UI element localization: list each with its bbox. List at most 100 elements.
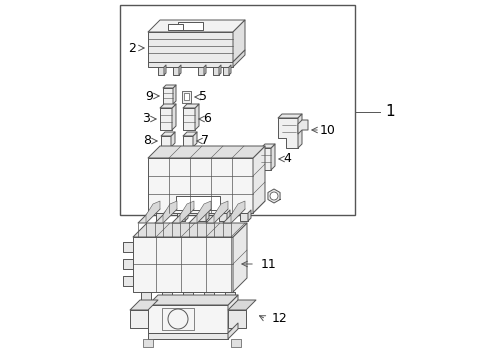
Polygon shape (179, 65, 181, 75)
Polygon shape (297, 120, 307, 134)
Polygon shape (214, 201, 227, 223)
Polygon shape (177, 213, 184, 221)
Polygon shape (267, 189, 280, 203)
Polygon shape (160, 104, 176, 108)
Polygon shape (163, 85, 176, 88)
Polygon shape (161, 132, 175, 136)
Polygon shape (148, 158, 252, 213)
Polygon shape (148, 295, 238, 305)
Text: 1: 1 (384, 104, 394, 120)
Polygon shape (163, 88, 173, 104)
Polygon shape (278, 114, 302, 118)
Text: 2: 2 (128, 41, 136, 54)
Polygon shape (148, 32, 232, 62)
Polygon shape (163, 201, 177, 223)
Polygon shape (148, 62, 232, 67)
Polygon shape (155, 209, 177, 223)
Polygon shape (261, 144, 274, 148)
Polygon shape (247, 210, 250, 221)
Polygon shape (223, 67, 228, 75)
Polygon shape (172, 209, 194, 223)
Polygon shape (173, 67, 179, 75)
Polygon shape (297, 114, 302, 148)
Polygon shape (156, 213, 163, 221)
Polygon shape (183, 108, 195, 130)
Polygon shape (148, 305, 227, 333)
Polygon shape (171, 132, 175, 147)
Polygon shape (227, 300, 256, 310)
Polygon shape (278, 118, 297, 148)
Polygon shape (123, 259, 133, 269)
Polygon shape (133, 223, 246, 237)
Polygon shape (168, 24, 183, 30)
Polygon shape (173, 85, 176, 104)
Polygon shape (180, 201, 194, 223)
Polygon shape (148, 201, 264, 213)
Polygon shape (130, 300, 158, 310)
Polygon shape (197, 201, 210, 223)
Polygon shape (240, 213, 247, 221)
Polygon shape (193, 132, 197, 147)
Polygon shape (183, 292, 193, 300)
Polygon shape (219, 65, 221, 75)
Polygon shape (138, 209, 160, 223)
Polygon shape (205, 209, 227, 223)
Polygon shape (193, 221, 207, 227)
Polygon shape (270, 144, 274, 170)
Polygon shape (161, 136, 171, 147)
Text: 5: 5 (199, 90, 206, 104)
Polygon shape (176, 196, 220, 210)
Text: 6: 6 (203, 112, 210, 126)
Polygon shape (205, 210, 208, 221)
Polygon shape (162, 292, 172, 300)
Polygon shape (163, 210, 167, 221)
Polygon shape (224, 292, 235, 300)
Polygon shape (183, 132, 197, 136)
Text: 10: 10 (320, 123, 335, 136)
Polygon shape (232, 223, 246, 292)
Polygon shape (198, 213, 205, 221)
Polygon shape (184, 210, 187, 221)
Polygon shape (163, 65, 165, 75)
Polygon shape (230, 201, 244, 223)
Polygon shape (142, 339, 153, 347)
Polygon shape (228, 65, 230, 75)
Polygon shape (223, 209, 244, 223)
Polygon shape (198, 67, 203, 75)
Polygon shape (160, 108, 172, 130)
Text: 3: 3 (142, 112, 150, 126)
Text: 9: 9 (145, 90, 153, 103)
Polygon shape (213, 67, 219, 75)
Polygon shape (178, 22, 203, 30)
Polygon shape (227, 323, 238, 339)
Polygon shape (148, 146, 264, 158)
Polygon shape (195, 104, 199, 130)
Polygon shape (133, 237, 232, 292)
Polygon shape (227, 310, 245, 328)
Text: 8: 8 (142, 135, 151, 148)
Polygon shape (130, 310, 148, 328)
Circle shape (269, 192, 278, 200)
Polygon shape (148, 333, 227, 339)
Polygon shape (172, 104, 176, 130)
Polygon shape (219, 213, 226, 221)
Text: 11: 11 (261, 257, 276, 270)
Polygon shape (203, 65, 205, 75)
Polygon shape (232, 50, 244, 67)
Polygon shape (189, 209, 210, 223)
Text: 7: 7 (201, 135, 208, 148)
Text: 12: 12 (271, 312, 287, 325)
Polygon shape (148, 20, 244, 32)
Polygon shape (141, 292, 151, 300)
Text: 4: 4 (283, 153, 290, 166)
Polygon shape (158, 67, 163, 75)
Polygon shape (227, 295, 238, 333)
Polygon shape (232, 20, 244, 62)
Polygon shape (230, 339, 241, 347)
Polygon shape (261, 148, 270, 170)
Polygon shape (203, 292, 214, 300)
Polygon shape (183, 104, 199, 108)
Polygon shape (226, 210, 229, 221)
Polygon shape (123, 242, 133, 252)
Polygon shape (123, 276, 133, 286)
